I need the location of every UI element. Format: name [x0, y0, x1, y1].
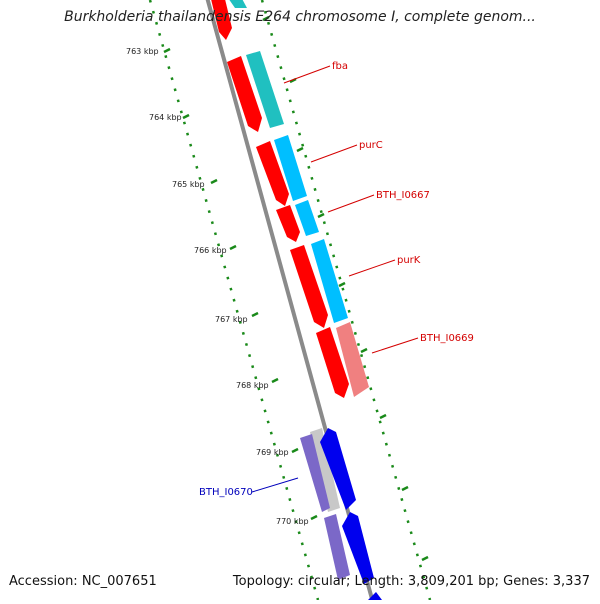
gene-label-fba[interactable]: fba	[332, 61, 348, 72]
map-title: Burkholderia thailandensis E264 chromoso…	[64, 9, 536, 25]
blue-cds-arrow	[320, 428, 356, 510]
blue-cds-arrow	[342, 512, 374, 584]
red-cds-arrow	[256, 141, 289, 206]
red-cds-arrow	[211, 0, 232, 40]
label-leaders	[251, 65, 419, 493]
topology-text: Topology: circular; Length: 3,809,201 bp…	[232, 574, 590, 589]
gene-label-bth-i0667[interactable]: BTH_I0667	[376, 190, 430, 201]
cyan-feature	[274, 135, 307, 201]
blue-cds-arrow	[300, 434, 330, 512]
cyan-feature	[311, 239, 348, 323]
ruler-label: 766 kbp	[194, 246, 227, 255]
ruler-outer	[148, 0, 320, 601]
ruler-label: 770 kbp	[276, 517, 309, 526]
teal-feature	[246, 51, 284, 128]
red-cds-arrow	[227, 56, 262, 132]
blue-cds-arrow	[368, 592, 382, 600]
accession-text: Accession: NC_007651	[9, 574, 157, 589]
ruler-inner	[260, 0, 432, 601]
teal-feature	[229, 0, 247, 8]
ruler-major-ticks	[163, 15, 429, 562]
ruler-label: 764 kbp	[149, 113, 182, 122]
ruler-label: 765 kbp	[172, 180, 205, 189]
gene-label-bth-i0670[interactable]: BTH_I0670	[199, 487, 253, 498]
gene-label-bth-i0669[interactable]: BTH_I0669	[420, 333, 474, 344]
track-inner	[229, 0, 369, 512]
red-cds-arrow	[316, 327, 349, 398]
ruler-label: 767 kbp	[215, 315, 248, 324]
track-outer	[211, 0, 382, 600]
red-cds-arrow	[290, 245, 328, 328]
gene-labels: fba purC BTH_I0667 purK BTH_I0669 BTH_I0…	[199, 61, 474, 498]
cyan-feature	[295, 200, 319, 236]
red-cds-arrow	[276, 205, 300, 242]
gene-label-purc[interactable]: purC	[359, 140, 383, 151]
ruler-labels: 763 kbp 764 kbp 765 kbp 766 kbp 767 kbp …	[126, 47, 309, 526]
blue-cds-arrow	[324, 514, 350, 580]
ruler-label: 768 kbp	[236, 381, 269, 390]
ruler-label: 769 kbp	[256, 448, 289, 457]
gray-feature	[310, 428, 340, 512]
gene-label-purk[interactable]: purK	[397, 255, 421, 266]
pink-feature	[336, 322, 369, 397]
ruler-label: 763 kbp	[126, 47, 159, 56]
chromosome-backbone	[205, 0, 376, 604]
